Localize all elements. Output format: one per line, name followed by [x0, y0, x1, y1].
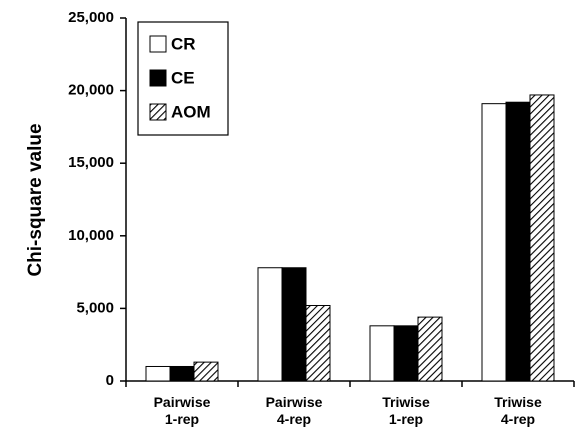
y-tick-label: 10,000 [68, 227, 114, 244]
bar [257, 267, 283, 382]
y-tick-label: 5,000 [76, 299, 114, 316]
legend-label: CR [171, 34, 196, 53]
x-tick-label: Pairwise 4-rep [265, 394, 323, 427]
y-axis-label: Chi-square value [25, 123, 46, 276]
bar [281, 267, 307, 382]
y-tick-label: 0 [106, 372, 114, 389]
y-tick-label: 20,000 [68, 82, 114, 99]
bar [417, 316, 443, 382]
bar [145, 365, 171, 382]
legend-label: CE [171, 68, 195, 87]
y-tick-label: 15,000 [68, 154, 114, 171]
legend-swatch [149, 35, 167, 53]
bar [169, 365, 195, 382]
legend-swatch [149, 69, 167, 87]
legend-swatch [149, 103, 167, 121]
legend-label: AOM [171, 102, 211, 121]
bar [393, 325, 419, 382]
bar [481, 103, 507, 382]
bar [193, 361, 219, 382]
x-tick-label: Pairwise 1-rep [153, 394, 211, 427]
x-tick-label: Triwise 4-rep [494, 394, 542, 427]
x-tick-label: Triwise 1-rep [382, 394, 430, 427]
bar [505, 101, 531, 382]
y-tick-label: 25,000 [68, 9, 114, 26]
bar [529, 94, 555, 382]
bar [305, 304, 331, 382]
bar [369, 325, 395, 382]
